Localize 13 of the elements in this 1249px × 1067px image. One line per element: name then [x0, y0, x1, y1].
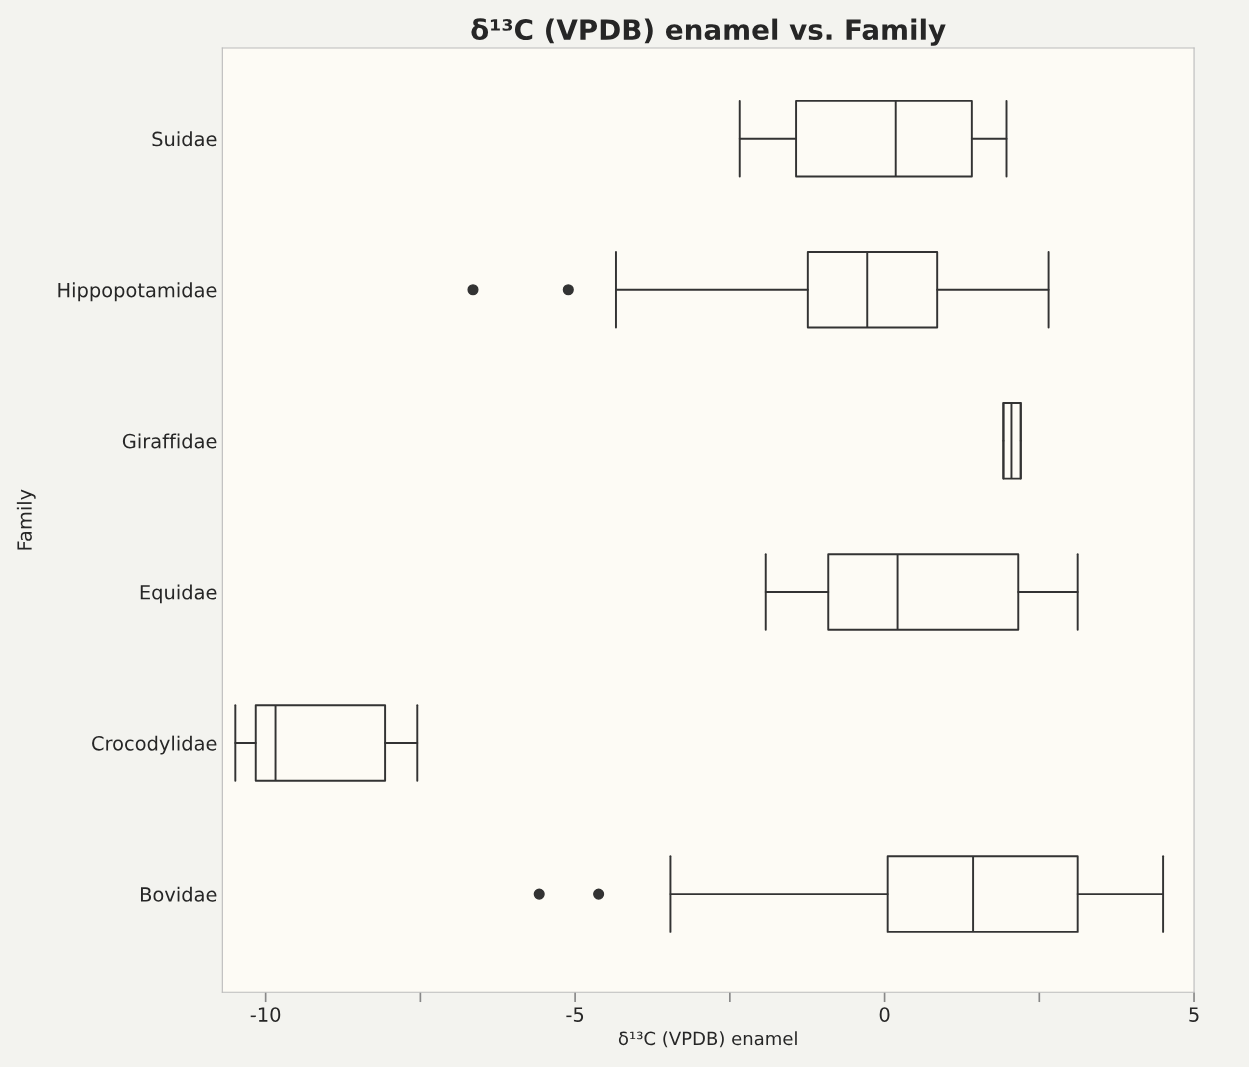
- y-tick-label: Suidae: [152, 131, 217, 147]
- x-tick-label: 0: [879, 1007, 890, 1022]
- x-tick-label: 5: [1189, 1007, 1199, 1022]
- chart-title: δ¹³C (VPDB) enamel vs. Family: [471, 18, 946, 46]
- y-tick-label: Equidae: [140, 584, 217, 604]
- x-tick-label: -5: [566, 1007, 584, 1022]
- y-tick-label: Giraffidae: [122, 433, 217, 449]
- y-tick-label: Bovidae: [141, 886, 217, 902]
- x-axis-title: δ¹³C (VPDB) enamel: [618, 1031, 797, 1048]
- y-axis-title: Family: [16, 489, 36, 550]
- y-tick-label: Crocodylidae: [92, 735, 217, 755]
- x-tick-label: -10: [250, 1007, 281, 1022]
- y-tick-label: Hippopotamidae: [58, 282, 217, 302]
